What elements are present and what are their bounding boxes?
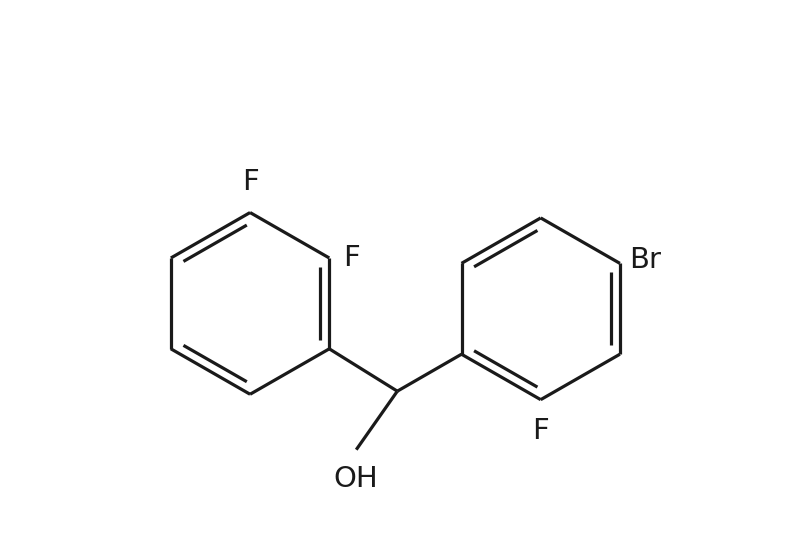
Text: OH: OH	[333, 465, 378, 493]
Text: F: F	[532, 417, 548, 444]
Text: F: F	[343, 244, 360, 272]
Text: F: F	[242, 168, 258, 195]
Text: Br: Br	[629, 246, 660, 273]
